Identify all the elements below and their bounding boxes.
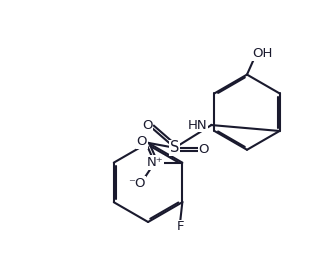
Text: O: O [137,135,147,148]
Text: O: O [142,119,152,132]
Text: F: F [177,220,184,233]
Text: S: S [170,140,180,155]
Text: N⁺: N⁺ [146,156,163,169]
Text: O: O [198,143,209,156]
Text: OH: OH [253,47,273,60]
Text: ⁻O: ⁻O [128,177,146,190]
Text: HN: HN [188,119,207,132]
